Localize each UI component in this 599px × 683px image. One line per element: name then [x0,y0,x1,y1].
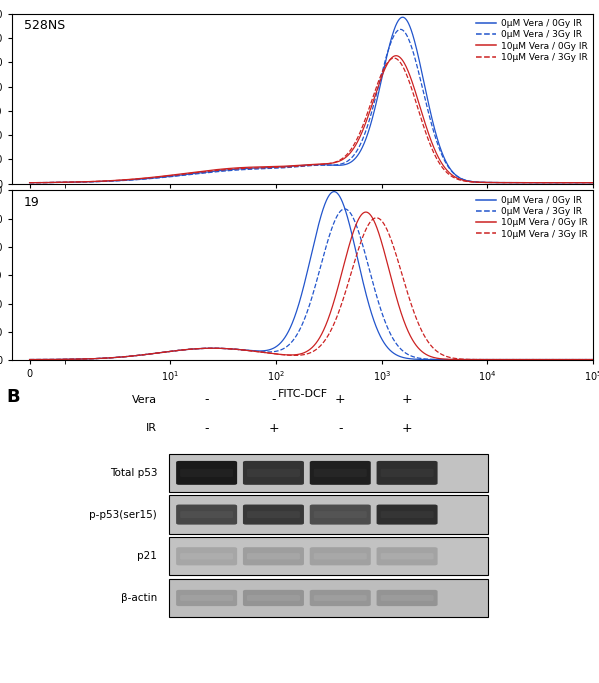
FancyBboxPatch shape [377,547,438,566]
Bar [169,579,488,617]
Bar [169,454,488,492]
FancyBboxPatch shape [314,469,367,477]
Text: p-p53(ser15): p-p53(ser15) [89,510,157,520]
Text: B: B [6,389,20,406]
FancyBboxPatch shape [314,511,367,518]
FancyBboxPatch shape [310,505,371,525]
Legend: 0μM Vera / 0Gy IR, 0μM Vera / 3Gy IR, 10μM Vera / 0Gy IR, 10μM Vera / 3Gy IR: 0μM Vera / 0Gy IR, 0μM Vera / 3Gy IR, 10… [473,16,591,66]
FancyBboxPatch shape [314,595,367,601]
Text: β-actin: β-actin [121,593,157,603]
FancyBboxPatch shape [310,590,371,606]
FancyBboxPatch shape [380,553,434,559]
FancyBboxPatch shape [243,547,304,566]
FancyBboxPatch shape [247,553,300,559]
FancyBboxPatch shape [310,547,371,566]
Text: +: + [335,393,346,406]
FancyBboxPatch shape [314,553,367,559]
FancyBboxPatch shape [377,461,438,485]
FancyBboxPatch shape [380,469,434,477]
Text: p21: p21 [137,551,157,561]
FancyBboxPatch shape [180,469,233,477]
Text: 19: 19 [23,195,40,208]
FancyBboxPatch shape [247,595,300,601]
Text: +: + [268,421,279,434]
FancyBboxPatch shape [380,595,434,601]
FancyBboxPatch shape [243,461,304,485]
FancyBboxPatch shape [176,547,237,566]
Text: -: - [271,393,276,406]
FancyBboxPatch shape [176,505,237,525]
FancyBboxPatch shape [180,511,233,518]
FancyBboxPatch shape [176,461,237,485]
Bar [169,537,488,576]
Text: IR: IR [146,423,157,433]
Text: +: + [402,393,412,406]
FancyBboxPatch shape [243,505,304,525]
Text: -: - [338,421,343,434]
Text: Total p53: Total p53 [110,468,157,478]
FancyBboxPatch shape [377,590,438,606]
Text: -: - [204,421,209,434]
X-axis label: FITC-DCF: FITC-DCF [277,389,328,399]
FancyBboxPatch shape [180,595,233,601]
FancyBboxPatch shape [247,469,300,477]
Legend: 0μM Vera / 0Gy IR, 0μM Vera / 3Gy IR, 10μM Vera / 0Gy IR, 10μM Vera / 3Gy IR: 0μM Vera / 0Gy IR, 0μM Vera / 3Gy IR, 10… [473,192,591,242]
Bar [169,495,488,533]
FancyBboxPatch shape [377,505,438,525]
FancyBboxPatch shape [243,590,304,606]
Text: -: - [204,393,209,406]
FancyBboxPatch shape [380,511,434,518]
Text: +: + [402,421,412,434]
FancyBboxPatch shape [180,553,233,559]
Text: 528NS: 528NS [23,18,65,31]
FancyBboxPatch shape [247,511,300,518]
FancyBboxPatch shape [310,461,371,485]
Text: Vera: Vera [132,395,157,405]
FancyBboxPatch shape [176,590,237,606]
